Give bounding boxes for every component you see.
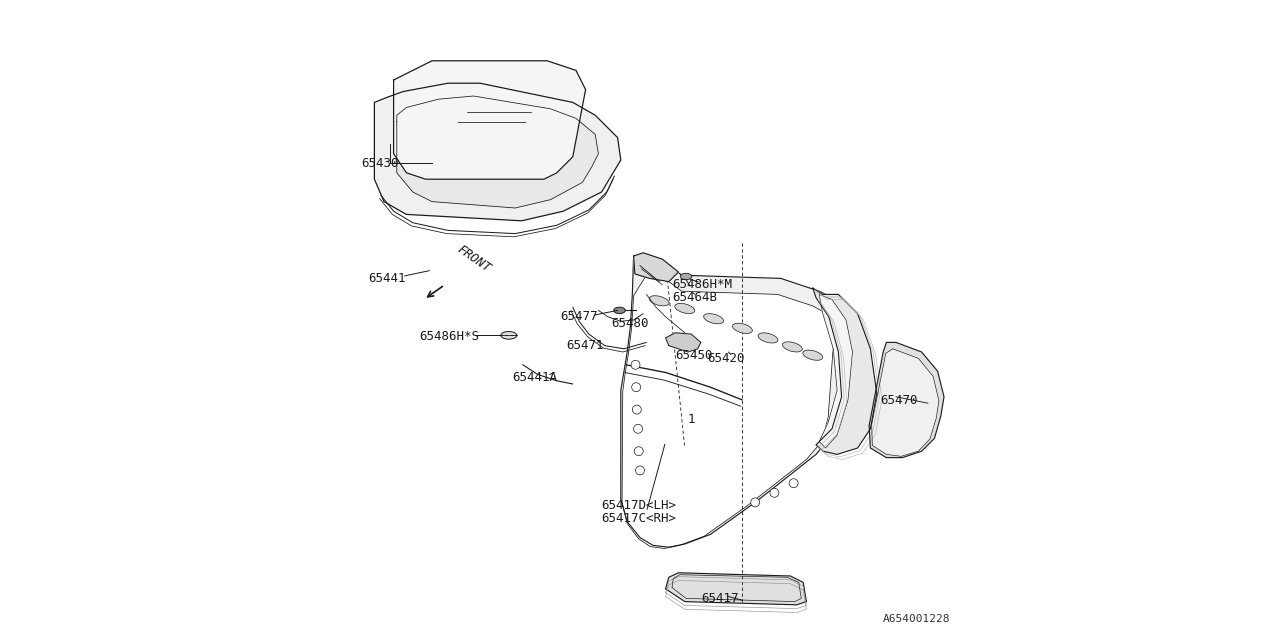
Polygon shape [666, 573, 806, 605]
Text: 65450: 65450 [676, 349, 713, 362]
Polygon shape [634, 253, 678, 282]
Circle shape [631, 383, 641, 392]
Circle shape [631, 360, 640, 369]
Text: 65486H*M: 65486H*M [672, 278, 732, 291]
Polygon shape [397, 96, 599, 208]
Polygon shape [394, 61, 585, 179]
Polygon shape [374, 83, 621, 221]
Polygon shape [666, 333, 701, 352]
Ellipse shape [732, 323, 753, 333]
Polygon shape [813, 288, 877, 454]
Polygon shape [622, 275, 835, 548]
Circle shape [750, 498, 760, 507]
Polygon shape [869, 342, 945, 458]
Ellipse shape [758, 333, 778, 343]
Text: 65486H*S: 65486H*S [420, 330, 479, 342]
Text: A654001228: A654001228 [883, 614, 950, 624]
Text: 1: 1 [689, 413, 695, 426]
Text: 65471: 65471 [566, 339, 604, 352]
Ellipse shape [704, 314, 723, 324]
Text: 65430: 65430 [362, 157, 399, 170]
Text: 65480: 65480 [612, 317, 649, 330]
Circle shape [771, 488, 778, 497]
Text: 65464B: 65464B [672, 291, 717, 304]
Text: 65417: 65417 [701, 592, 739, 605]
Circle shape [635, 466, 645, 475]
Text: 65477: 65477 [561, 310, 598, 323]
Polygon shape [819, 294, 852, 448]
Text: 65420: 65420 [708, 352, 745, 365]
Text: FRONT: FRONT [454, 243, 493, 275]
Circle shape [788, 479, 799, 488]
Text: 65470: 65470 [881, 394, 918, 406]
Polygon shape [872, 349, 940, 456]
Polygon shape [621, 256, 845, 547]
Ellipse shape [500, 332, 517, 339]
Text: 65417C<RH>: 65417C<RH> [602, 512, 677, 525]
Circle shape [635, 447, 644, 456]
Ellipse shape [649, 296, 669, 306]
Circle shape [634, 424, 643, 433]
Ellipse shape [803, 350, 823, 360]
Ellipse shape [675, 303, 695, 314]
Text: 65417D<LH>: 65417D<LH> [602, 499, 677, 512]
Ellipse shape [782, 342, 803, 352]
Text: 65441A: 65441A [512, 371, 557, 384]
Ellipse shape [614, 307, 625, 314]
Circle shape [632, 405, 641, 414]
Text: 65441: 65441 [369, 272, 406, 285]
Ellipse shape [681, 273, 692, 280]
